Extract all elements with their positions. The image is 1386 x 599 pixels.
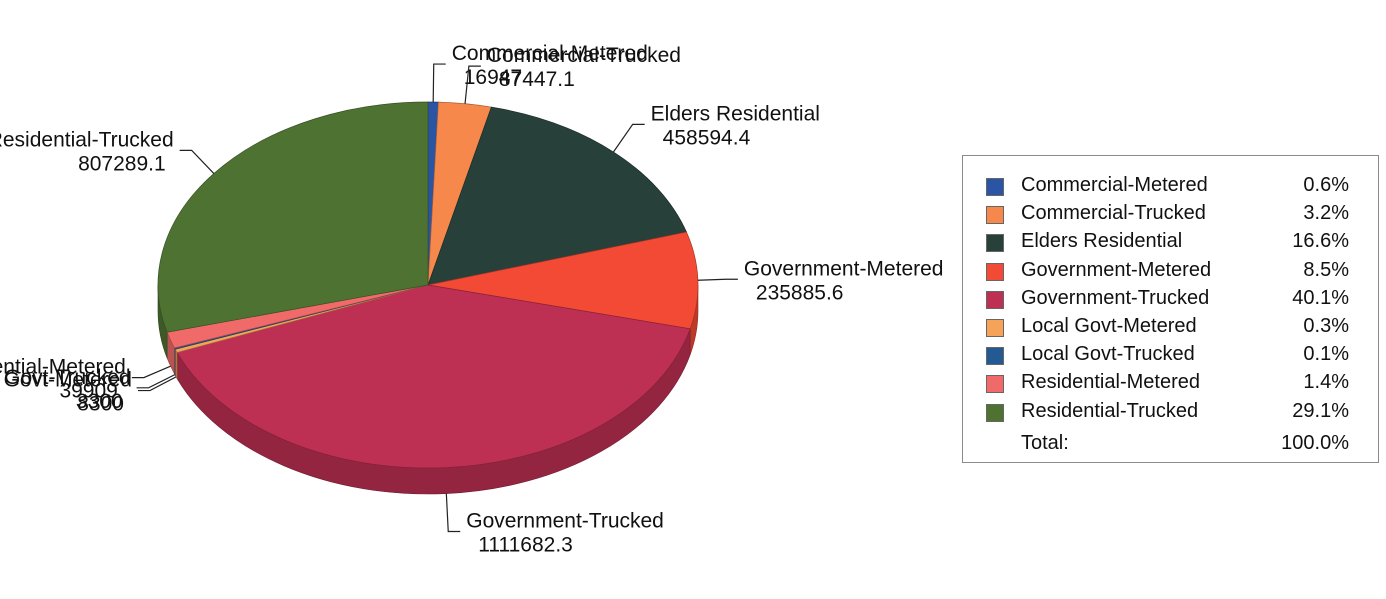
slice-label-name: Residential-Trucked <box>0 128 174 151</box>
leader-line-7 <box>131 365 171 379</box>
legend-percent: 3.2% <box>1303 202 1349 225</box>
slice-label-name: Government-Trucked <box>466 509 664 532</box>
legend-item: Government-Metered 8.5% <box>983 259 1363 287</box>
leader-line-3 <box>697 278 738 281</box>
legend-item: Residential-Metered 1.4% <box>983 371 1363 399</box>
slice-label-value: 1111682.3 <box>478 533 573 556</box>
legend-label: Commercial-Metered <box>1021 174 1208 196</box>
slice-label-name: Local Govt-Trucked <box>0 366 131 389</box>
legend-swatch <box>986 206 1004 225</box>
legend-item: Elders Residential 16.6% <box>983 230 1363 258</box>
legend-swatch <box>986 347 1004 366</box>
leader-line-1 <box>464 65 481 104</box>
legend-percent: 16.6% <box>1292 230 1349 253</box>
legend-percent: 1.4% <box>1303 371 1349 394</box>
legend: Commercial-Metered 0.6% Commercial-Trucked… <box>962 155 1379 463</box>
slice-label-value: 16947 <box>464 66 522 89</box>
legend-percent: 40.1% <box>1292 286 1349 309</box>
legend-swatch <box>986 375 1004 394</box>
leader-line-0 <box>432 63 446 103</box>
pie-slice-elders-residential <box>427 106 687 286</box>
legend-swatch <box>986 290 1004 309</box>
legend-swatch <box>986 234 1004 253</box>
legend-item: Commercial-Trucked 3.2% <box>983 202 1363 230</box>
slice-label-value: 235885.6 <box>756 281 844 304</box>
pie-slice-residential-trucked <box>157 101 429 333</box>
legend-item: Commercial-Metered 0.6% <box>983 174 1363 202</box>
slice-label-name: Local Govt-Metered <box>0 369 132 392</box>
legend-percent: 0.3% <box>1303 315 1349 337</box>
pie-slice-government-metered <box>427 231 699 330</box>
legend-percent: 0.6% <box>1303 174 1349 196</box>
legend-item: Government-Trucked 40.1% <box>983 287 1363 315</box>
slice-label-value: 39909 <box>59 380 117 403</box>
slice-label-name: Commercial-Metered <box>452 42 648 65</box>
leader-line-4 <box>445 493 461 533</box>
slice-label-value: 807289.1 <box>78 152 166 175</box>
leader-line-8 <box>179 149 215 174</box>
legend-label: Local Govt-Trucked <box>1021 343 1195 366</box>
legend-item: Local Govt-Trucked 0.1% <box>983 343 1363 371</box>
legend-label: Commercial-Trucked <box>1021 202 1206 225</box>
legend-item: Residential-Trucked 29.1% <box>983 400 1363 428</box>
slice-label-name: Elders Residential <box>651 102 820 125</box>
legend-swatch <box>986 178 1004 196</box>
slice-label-layer: Commercial-Metered16947Commercial-Trucke… <box>0 42 943 556</box>
slice-label-value: 3300 <box>76 390 123 413</box>
legend-percent: 29.1% <box>1292 399 1349 422</box>
slice-label-name: Commercial-Trucked <box>487 44 681 67</box>
legend-total-row: Total: 100.0% <box>983 432 1363 460</box>
legend-percent: 8.5% <box>1303 258 1349 281</box>
slice-label-value: 87447.1 <box>499 68 575 91</box>
legend-total-percent: 100.0% <box>1281 431 1349 454</box>
legend-total-label: Total: <box>1021 431 1069 454</box>
legend-label: Elders Residential <box>1021 230 1183 253</box>
legend-swatch <box>986 403 1004 422</box>
legend-label: Government-Metered <box>1021 258 1212 281</box>
pie-slice-government-trucked <box>176 284 691 469</box>
legend-swatch <box>986 319 1004 337</box>
slice-label-value: 458594.4 <box>663 126 751 149</box>
pie-layer <box>157 101 699 495</box>
slice-label-name: Residential-Metered <box>0 356 126 379</box>
legend-label: Local Govt-Metered <box>1021 315 1197 337</box>
legend-label: Government-Trucked <box>1021 286 1210 309</box>
legend-percent: 0.1% <box>1303 343 1349 366</box>
leader-line-2 <box>612 123 645 153</box>
leader-line-5 <box>137 376 177 392</box>
legend-label: Residential-Metered <box>1021 371 1200 394</box>
legend-swatch <box>986 262 1004 281</box>
slice-label-value: 8300 <box>77 393 124 416</box>
slice-label-name: Government-Metered <box>744 257 944 280</box>
leader-line-6 <box>136 374 176 389</box>
legend-label: Residential-Trucked <box>1021 399 1199 422</box>
legend-item: Local Govt-Metered 0.3% <box>983 315 1363 343</box>
